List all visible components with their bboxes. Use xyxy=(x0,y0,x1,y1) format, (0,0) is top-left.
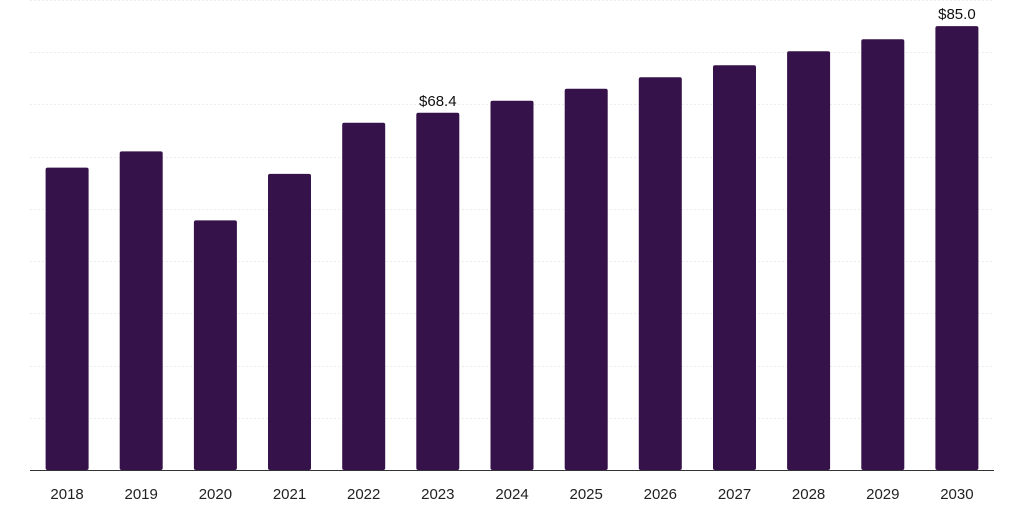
data-labels-group: $68.4 $85.0 xyxy=(419,6,976,110)
bar-2028[interactable] xyxy=(787,51,831,470)
bar-2025[interactable] xyxy=(564,88,608,471)
bar-2029[interactable] xyxy=(861,39,905,470)
x-tick-label-2019: 2019 xyxy=(125,486,158,503)
x-tick-label-2021: 2021 xyxy=(273,486,306,503)
bar-2020[interactable] xyxy=(193,220,237,470)
x-tick-label-2022: 2022 xyxy=(347,486,380,503)
x-tick-label-2025: 2025 xyxy=(570,486,603,503)
bar-2023[interactable] xyxy=(416,112,460,471)
x-axis-ticks: 2018 2019 2020 2021 2022 2023 2024 2025 2026 2027… xyxy=(50,486,973,503)
bar-2021[interactable] xyxy=(268,173,311,470)
bar-2019[interactable] xyxy=(119,151,163,470)
data-label-2030: $85.0 xyxy=(938,6,976,23)
bar-2026[interactable] xyxy=(638,77,682,471)
x-tick-label-2023: 2023 xyxy=(421,486,454,503)
bars-group xyxy=(45,26,979,471)
bar-2022[interactable] xyxy=(342,122,386,470)
x-tick-label-2026: 2026 xyxy=(644,486,677,503)
x-tick-label-2027: 2027 xyxy=(718,486,751,503)
x-tick-label-2020: 2020 xyxy=(199,486,232,503)
x-tick-label-2028: 2028 xyxy=(792,486,825,503)
x-tick-label-2029: 2029 xyxy=(866,486,899,503)
x-tick-label-2024: 2024 xyxy=(495,486,528,503)
bar-2027[interactable] xyxy=(713,65,756,471)
bar-2018[interactable] xyxy=(45,167,89,470)
x-tick-label-2030: 2030 xyxy=(940,486,973,503)
bar-2024[interactable] xyxy=(490,100,534,471)
x-tick-label-2018: 2018 xyxy=(50,486,83,503)
data-label-2023: $68.4 xyxy=(419,93,457,110)
bar-2030[interactable] xyxy=(935,26,979,470)
